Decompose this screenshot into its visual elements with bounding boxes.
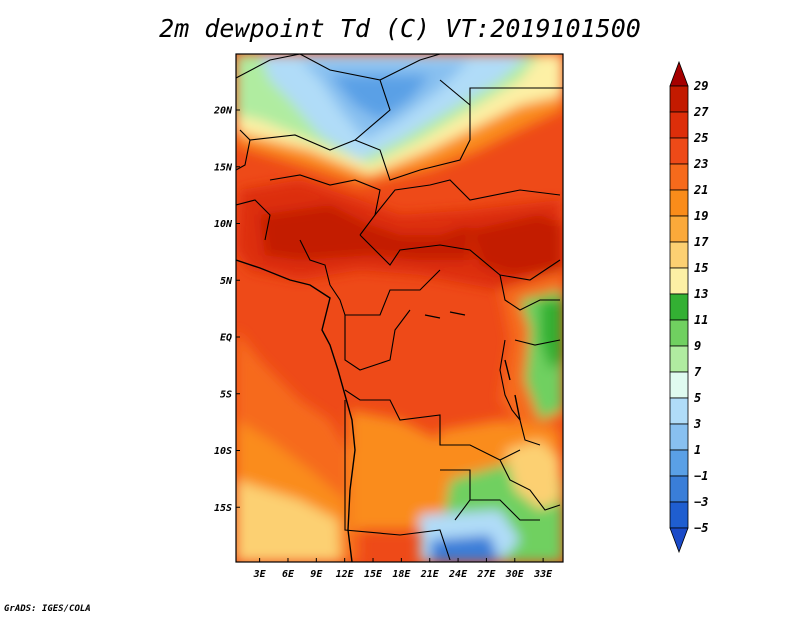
colorbar-segment xyxy=(669,215,689,243)
colorbar-label: −3 xyxy=(694,495,708,509)
longitude-axis: 3E 6E 9E 12E 15E 18E 21E 24E 27E 30E 33E xyxy=(253,558,553,580)
grads-credit: GrADS: IGES/COLA xyxy=(4,604,91,614)
lon-tick-label: 24E xyxy=(448,569,468,580)
map-frame xyxy=(235,53,564,563)
colorbar-segment xyxy=(669,397,689,425)
colorbar-segment xyxy=(669,475,689,503)
colorbar-label: −1 xyxy=(694,469,708,483)
lat-tick-label: 20N xyxy=(213,106,233,117)
lon-tick-label: 3E xyxy=(253,569,267,580)
colorbar-segment xyxy=(669,137,689,165)
colorbar-segment xyxy=(669,501,689,529)
lat-tick-label: 10N xyxy=(214,219,233,230)
colorbar-label: −5 xyxy=(694,521,708,535)
colorbar-label: 23 xyxy=(693,157,708,171)
colorbar-label: 21 xyxy=(693,183,708,197)
colorbar-segment xyxy=(669,267,689,295)
lon-tick-label: 27E xyxy=(476,569,496,580)
lat-tick-label: 5S xyxy=(220,389,232,400)
lon-tick-label: 12E xyxy=(336,569,355,580)
lon-tick-label: 6E xyxy=(282,569,295,580)
colorbar-segment xyxy=(669,111,689,139)
colorbar-label: 7 xyxy=(694,365,702,379)
colorbar-label: 3 xyxy=(693,417,701,431)
lon-tick-label: 9E xyxy=(310,569,323,580)
colorbar-segment xyxy=(669,85,689,113)
colorbar-segment xyxy=(669,163,689,191)
colorbar-label: 29 xyxy=(693,79,708,93)
colorbar-label: 5 xyxy=(694,391,701,405)
colorbar-label: 11 xyxy=(694,313,708,327)
coastline xyxy=(236,259,521,562)
colorbar-label: 25 xyxy=(693,131,708,145)
colorbar-bottom-arrow xyxy=(669,527,689,554)
lon-tick-label: 18E xyxy=(392,569,411,580)
colorbar-segment xyxy=(669,293,689,321)
lon-tick-label: 33E xyxy=(533,569,553,580)
country-borders xyxy=(236,54,563,561)
lat-tick-label: 15S xyxy=(214,503,232,514)
colorbar-segment xyxy=(669,189,689,217)
colorbar-label: 9 xyxy=(694,339,701,353)
colorbar-top-arrow xyxy=(669,60,689,87)
colorbar-label: 19 xyxy=(694,209,708,223)
colorbar-segment xyxy=(669,371,689,399)
lon-tick-label: 21E xyxy=(420,569,440,580)
lat-tick-label: 15N xyxy=(214,162,233,173)
colorbar-segment xyxy=(669,423,689,451)
dewpoint-field xyxy=(236,54,563,562)
lat-tick-label: 10S xyxy=(214,446,232,457)
lon-tick-label: 15E xyxy=(364,569,383,580)
colorbar-label: 17 xyxy=(694,235,709,249)
colorbar-label: 1 xyxy=(694,443,701,457)
colorbar-segment xyxy=(669,241,689,269)
colorbar-label: 13 xyxy=(694,287,708,301)
colorbar: 29 27 25 23 21 19 17 15 13 11 9 7 5 3 1 −1 −3 −5 xyxy=(669,60,709,554)
colorbar-segment xyxy=(669,319,689,347)
lat-tick-label: EQ xyxy=(220,333,232,344)
latitude-axis: 20N 15N 10N 5N EQ 5S 10S 15S xyxy=(213,106,240,514)
colorbar-segment xyxy=(669,449,689,477)
colorbar-segment xyxy=(669,345,689,373)
lon-tick-label: 30E xyxy=(505,569,525,580)
colorbar-label: 27 xyxy=(693,105,709,119)
figure-title: 2m dewpoint Td (C) VT:2019101500 xyxy=(159,14,641,43)
colorbar-label: 15 xyxy=(694,261,708,275)
lat-tick-label: 5N xyxy=(220,276,233,287)
